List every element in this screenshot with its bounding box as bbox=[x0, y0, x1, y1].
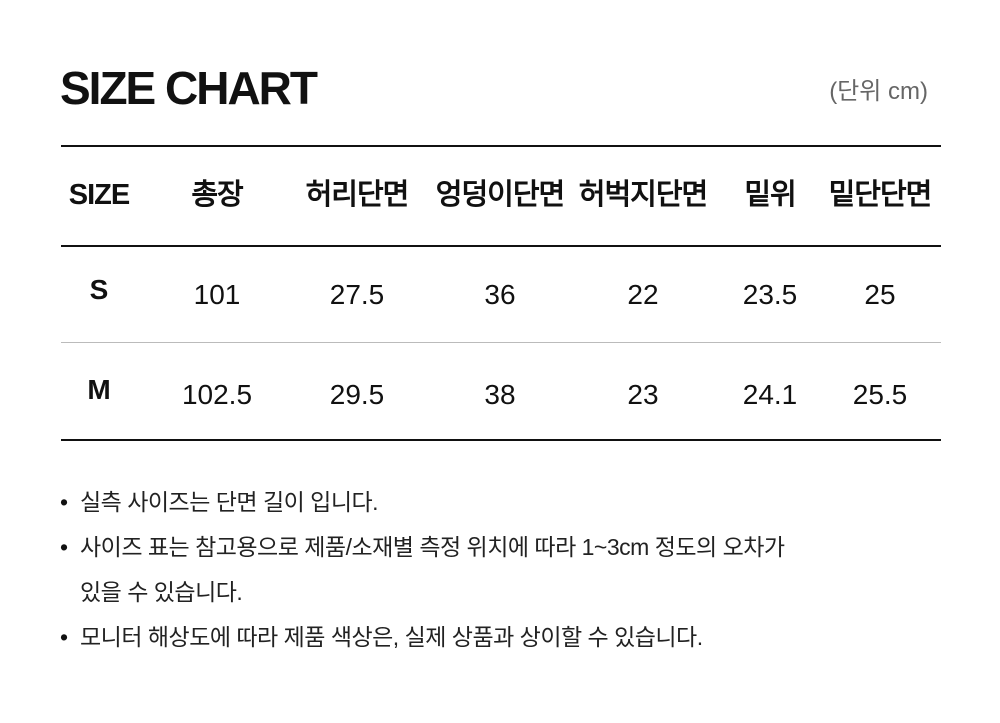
measurement: 25 bbox=[864, 279, 896, 310]
column-header: 엉덩이단면 bbox=[435, 179, 565, 211]
measurement: 22 bbox=[627, 279, 659, 310]
column-header: 허리단면 bbox=[305, 179, 410, 211]
size-label: S bbox=[89, 274, 109, 305]
unit-label: (단위 cm) bbox=[829, 78, 928, 105]
header-rule bbox=[61, 245, 941, 247]
bullet: • bbox=[60, 489, 69, 515]
note-text: 사이즈 표는 참고용으로 제품/소재별 측정 위치에 따라 1~3cm 정도의 … bbox=[80, 534, 785, 560]
note-text: 있을 수 있습니다. bbox=[80, 579, 243, 605]
measurement: 23 bbox=[627, 379, 659, 410]
size-label: M bbox=[87, 374, 111, 405]
note-text: 모니터 해상도에 따라 제품 색상은, 실제 상품과 상이할 수 있습니다. bbox=[80, 624, 703, 650]
column-header: 허벅지단면 bbox=[578, 179, 708, 211]
bullet: • bbox=[60, 534, 69, 560]
measurement: 36 bbox=[484, 279, 516, 310]
measurement: 29.5 bbox=[329, 379, 385, 410]
bullet: • bbox=[60, 624, 69, 650]
column-header: 밑단단면 bbox=[828, 179, 933, 211]
measurement: 23.5 bbox=[742, 279, 798, 310]
measurement: 101 bbox=[193, 279, 241, 310]
column-header: 밑위 bbox=[744, 179, 796, 211]
measurement: 38 bbox=[484, 379, 516, 410]
table-top-rule bbox=[61, 145, 941, 147]
column-header: 총장 bbox=[191, 179, 243, 211]
measurement: 27.5 bbox=[329, 279, 385, 310]
table-bottom-rule bbox=[61, 439, 941, 441]
row-separator bbox=[61, 342, 941, 343]
note-text: 실측 사이즈는 단면 길이 입니다. bbox=[80, 489, 379, 515]
measurement: 102.5 bbox=[181, 379, 253, 410]
measurement: 24.1 bbox=[742, 379, 798, 410]
title: SIZE CHART bbox=[60, 62, 318, 114]
measurement: 25.5 bbox=[852, 379, 908, 410]
column-header: SIZE bbox=[68, 179, 130, 211]
